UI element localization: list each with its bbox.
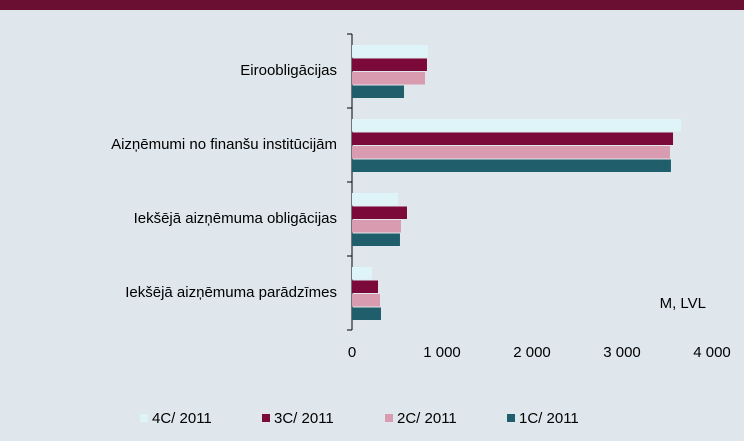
y-tick-label: Aizņēmumi no finanšu institūcijām [111,136,337,153]
bar [352,233,400,246]
x-tick-label: 2 000 [513,344,551,361]
legend-swatch [507,414,515,422]
bar [352,72,425,85]
legend-label: 4C/ 2011 [152,410,212,427]
bar [352,294,380,307]
legend-label: 3C/ 2011 [274,410,334,427]
x-tick-label: 0 [348,344,356,361]
x-tick-label: 1 000 [423,344,461,361]
bar [352,132,674,145]
y-tick-label: Eiroobligācijas [240,62,337,79]
x-tick-label: 4 000 [693,344,731,361]
legend-swatch [262,414,270,422]
bar [352,307,381,320]
bar [352,267,372,280]
bar [352,159,671,172]
y-tick-label: Iekšējā aizņēmuma parādzīmes [125,284,337,301]
bar [352,220,401,233]
y-tick-label: Iekšējā aizņēmuma obligācijas [134,210,337,227]
bar [352,119,681,132]
bar [352,193,398,206]
legend-swatch [385,414,393,422]
bar [352,280,379,293]
bar [352,58,427,71]
legend-label: 2C/ 2011 [397,410,457,427]
bar [352,146,670,159]
legend-label: 1C/ 2011 [519,410,579,427]
bar [352,85,405,98]
legend-swatch [140,414,148,422]
annotation: M, LVL [660,295,706,312]
bar [352,206,407,219]
top-band [0,0,744,10]
bar [352,45,429,58]
x-tick-label: 3 000 [603,344,641,361]
